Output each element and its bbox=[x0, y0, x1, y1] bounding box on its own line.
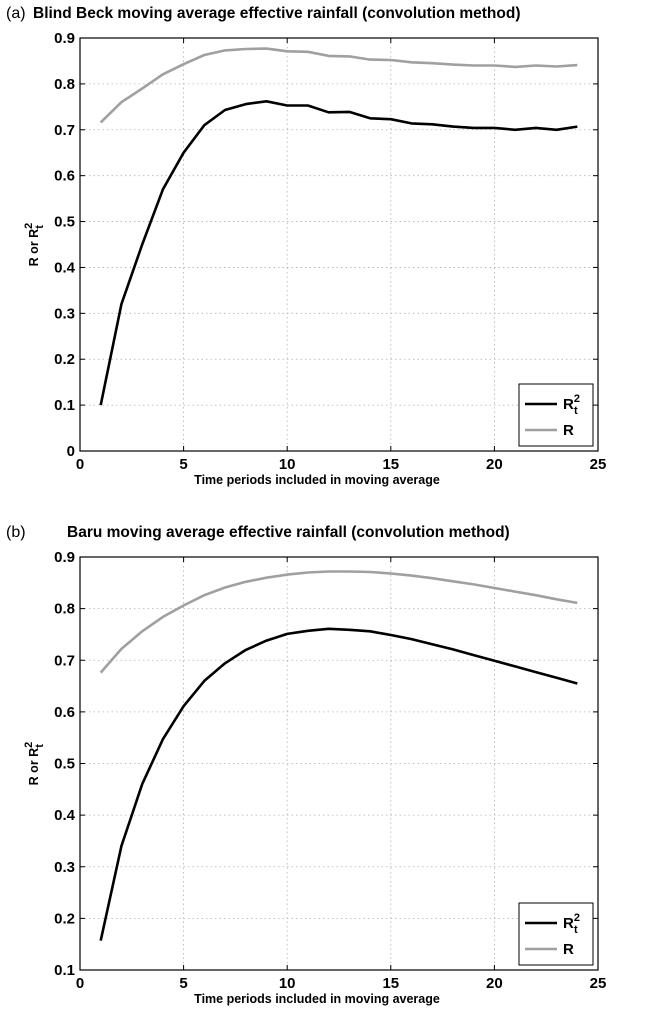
y-tick-label: 0.1 bbox=[54, 397, 75, 414]
chart-panel-a: 0 5 10 15 20 25 0 0.1 0.2 0.3 0.4 0.5 0.6 0.7 0.8 0.9 (a… bbox=[6, 5, 606, 487]
y-axis-label-base: R or R bbox=[27, 229, 41, 267]
y-axis-label-sub: t bbox=[34, 744, 46, 748]
legend-label-sub: t bbox=[574, 924, 578, 936]
legend-label: R bbox=[563, 941, 574, 958]
legend-label-base: R bbox=[563, 422, 574, 439]
y-tick-label: 0.3 bbox=[54, 859, 75, 876]
y-axis-label-sup: 2 bbox=[23, 223, 35, 229]
y-tick-label: 0.7 bbox=[54, 122, 75, 139]
legend-label-base: R bbox=[563, 915, 574, 932]
x-tick-label: 10 bbox=[279, 456, 296, 473]
x-tick-label: 15 bbox=[382, 975, 399, 992]
x-tick-label: 0 bbox=[76, 975, 84, 992]
x-tick-label: 0 bbox=[76, 456, 84, 473]
y-tick-label: 0.5 bbox=[54, 756, 75, 773]
legend-label-sub: t bbox=[574, 405, 578, 417]
chart-title: Baru moving average effective rainfall (… bbox=[67, 524, 510, 541]
x-tick-label: 5 bbox=[179, 456, 187, 473]
y-tick-label: 0.4 bbox=[54, 807, 76, 824]
series-line-r bbox=[99, 570, 578, 674]
y-tick-label: 0.8 bbox=[54, 601, 75, 618]
y-axis-label: R or R2t bbox=[23, 742, 46, 786]
x-tick-label: 25 bbox=[590, 456, 607, 473]
chart-title: Blind Beck moving average effective rain… bbox=[33, 5, 521, 22]
x-tick-label: 15 bbox=[382, 456, 399, 473]
legend-label-sup: 2 bbox=[574, 912, 580, 924]
panel-label: (a) bbox=[6, 5, 26, 22]
x-axis-label: Time periods included in moving average bbox=[194, 473, 440, 487]
x-tick-label: 20 bbox=[486, 456, 503, 473]
x-tick-label: 5 bbox=[179, 975, 187, 992]
y-tick-label: 0.1 bbox=[54, 962, 75, 979]
legend-label-base: R bbox=[563, 396, 574, 413]
series-line-rt2 bbox=[99, 627, 578, 941]
series-line-r bbox=[99, 47, 578, 124]
y-tick-label: 0.2 bbox=[54, 351, 75, 368]
legend-box bbox=[518, 902, 594, 966]
panel-label: (b) bbox=[6, 524, 26, 541]
y-tick-label: 0.9 bbox=[54, 30, 75, 47]
legend-label-base: R bbox=[563, 941, 574, 958]
plot-frame bbox=[79, 37, 599, 452]
y-tick-label: 0.5 bbox=[54, 214, 75, 231]
y-axis-label-sup: 2 bbox=[23, 742, 35, 748]
legend-label-sup: 2 bbox=[574, 393, 580, 405]
y-tick-label: 0.8 bbox=[54, 76, 75, 93]
y-tick-label: 0.3 bbox=[54, 305, 75, 322]
y-tick-label: 0.2 bbox=[54, 910, 75, 927]
legend: R2 tR bbox=[518, 902, 594, 966]
x-tick-label: 20 bbox=[486, 975, 503, 992]
x-axis-label: Time periods included in moving average bbox=[194, 992, 440, 1006]
y-tick-label: 0.7 bbox=[54, 652, 75, 669]
chart-panel-b: 0 5 10 15 20 25 0.1 0.2 0.3 0.4 0.5 0.6 0.7 0.8 0.9 (b)… bbox=[6, 524, 606, 1006]
series-line-rt2 bbox=[99, 100, 578, 406]
legend-box bbox=[518, 383, 594, 447]
legend: R2 tR bbox=[518, 383, 594, 447]
y-tick-label: 0 bbox=[67, 443, 75, 460]
x-tick-label: 10 bbox=[279, 975, 296, 992]
y-axis-label-base: R or R bbox=[27, 748, 41, 786]
x-tick-label: 25 bbox=[590, 975, 607, 992]
y-tick-label: 0.6 bbox=[54, 168, 75, 185]
y-axis-label-sub: t bbox=[34, 225, 46, 229]
y-axis-label: R or R2t bbox=[23, 223, 46, 267]
legend-label: R2 t bbox=[563, 393, 580, 417]
y-tick-label: 0.9 bbox=[54, 549, 75, 566]
y-tick-label: 0.4 bbox=[54, 259, 76, 276]
legend-label: R bbox=[563, 422, 574, 439]
y-tick-label: 0.6 bbox=[54, 704, 75, 721]
legend-label: R2 t bbox=[563, 912, 580, 936]
